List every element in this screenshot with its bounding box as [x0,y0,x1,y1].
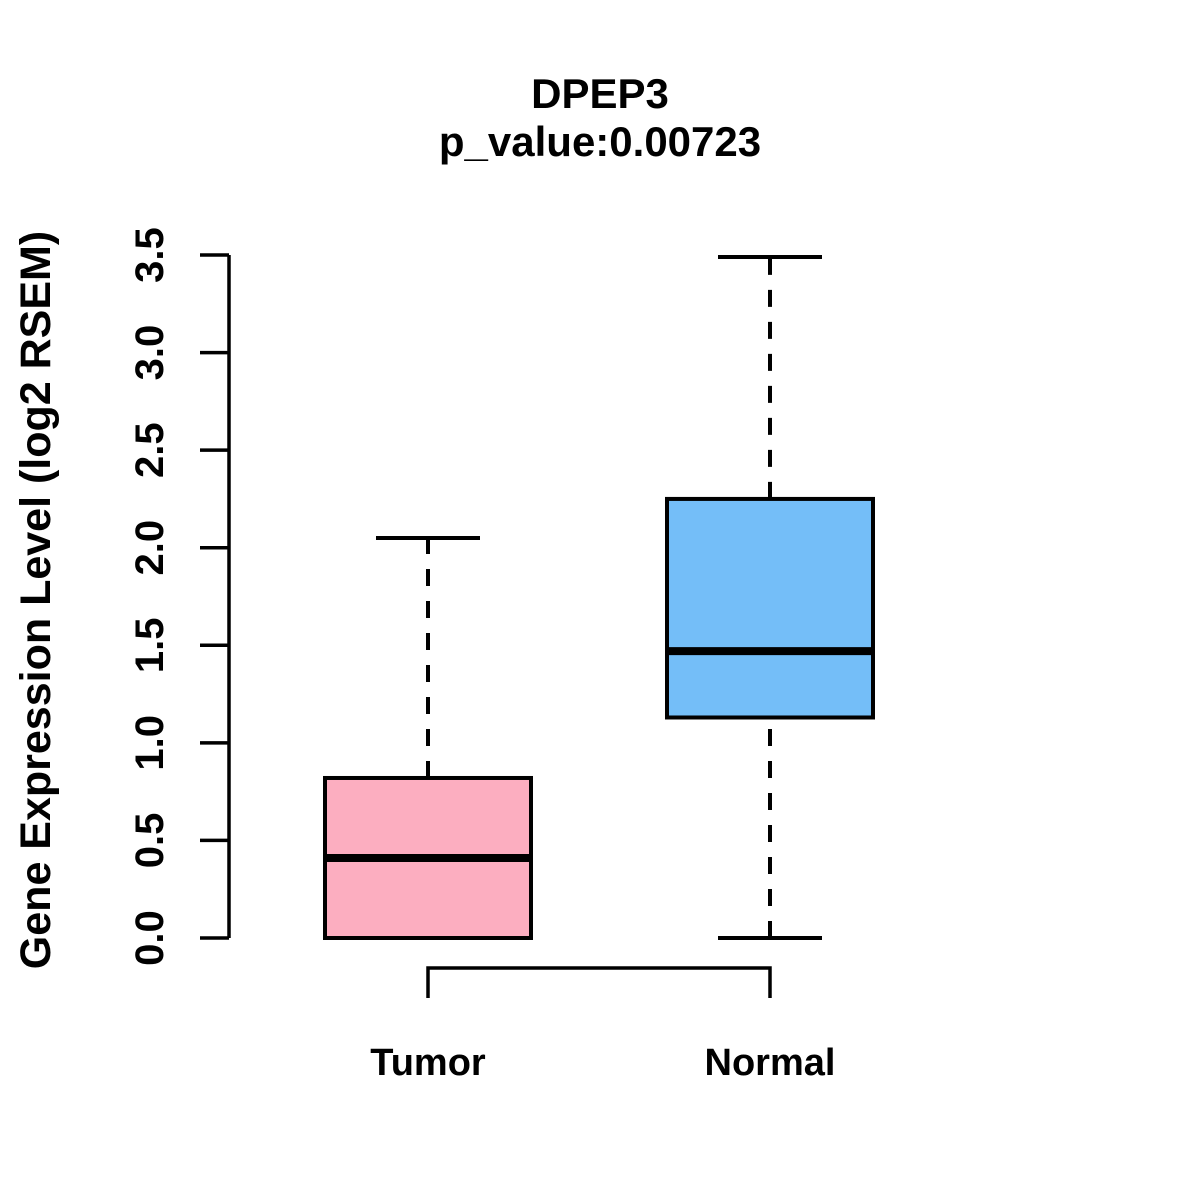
chart-subtitle-pvalue: p_value:0.00723 [439,118,761,165]
box-normal [665,496,875,720]
y-axis-tick-label: 0.0 [128,910,172,966]
plot-area: 0.0 0.5 1.0 1.5 2.0 2.5 3.0 3.5 Tumor Normal [128,227,875,1084]
y-axis-tick-label: 2.0 [128,520,172,576]
y-axis-tick-label: 3.5 [128,227,172,283]
chart-title: DPEP3 [531,70,669,117]
category-label-tumor: Tumor [370,1042,486,1084]
y-axis-tick-label: 0.5 [128,813,172,869]
x-axis-bracket [426,966,772,998]
y-axis-label: Gene Expression Level (log2 RSEM) [12,231,60,969]
y-axis-tick-label: 1.5 [128,617,172,673]
y-axis-tick-label: 2.5 [128,422,172,478]
y-axis-tick-label: 3.0 [128,325,172,381]
category-label-normal: Normal [705,1042,836,1084]
y-axis-tick-label: 1.0 [128,715,172,771]
